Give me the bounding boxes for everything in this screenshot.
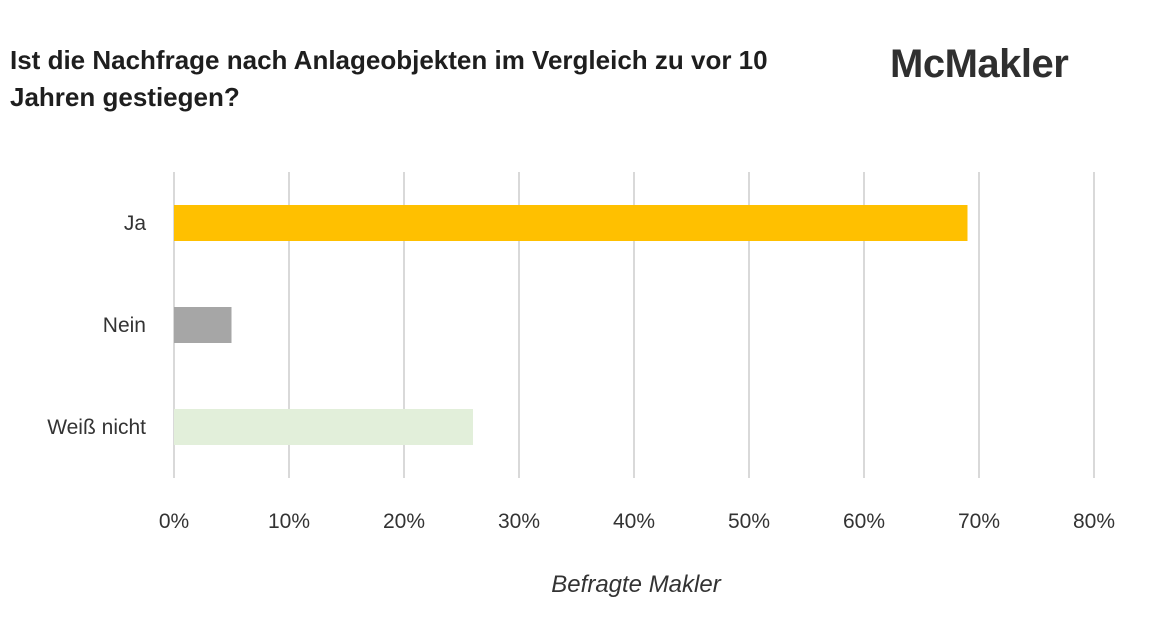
category-label: Weiß nicht bbox=[47, 416, 146, 439]
x-axis-label: Befragte Makler bbox=[551, 571, 721, 598]
bar bbox=[174, 205, 968, 241]
category-label: Nein bbox=[103, 314, 146, 337]
x-tick-label: 20% bbox=[383, 510, 425, 533]
chart-title: Ist die Nachfrage nach Anlageobjekten im… bbox=[10, 45, 768, 112]
x-tick-label: 10% bbox=[268, 510, 310, 533]
category-label: Ja bbox=[124, 212, 147, 235]
x-tick-label: 30% bbox=[498, 510, 540, 533]
bar bbox=[174, 409, 473, 445]
bars bbox=[174, 205, 968, 445]
x-tick-label: 70% bbox=[958, 510, 1000, 533]
category-labels: Ja Nein Weiß nicht bbox=[47, 212, 146, 439]
x-tick-label: 40% bbox=[613, 510, 655, 533]
x-tick-labels: 0% 10% 20% 30% 40% 50% 60% 70% 80% bbox=[159, 510, 1115, 533]
x-tick-label: 50% bbox=[728, 510, 770, 533]
brand-logo: McMakler bbox=[890, 42, 1069, 86]
x-tick-label: 60% bbox=[843, 510, 885, 533]
bar bbox=[174, 307, 232, 343]
x-tick-label: 0% bbox=[159, 510, 189, 533]
x-tick-label: 80% bbox=[1073, 510, 1115, 533]
